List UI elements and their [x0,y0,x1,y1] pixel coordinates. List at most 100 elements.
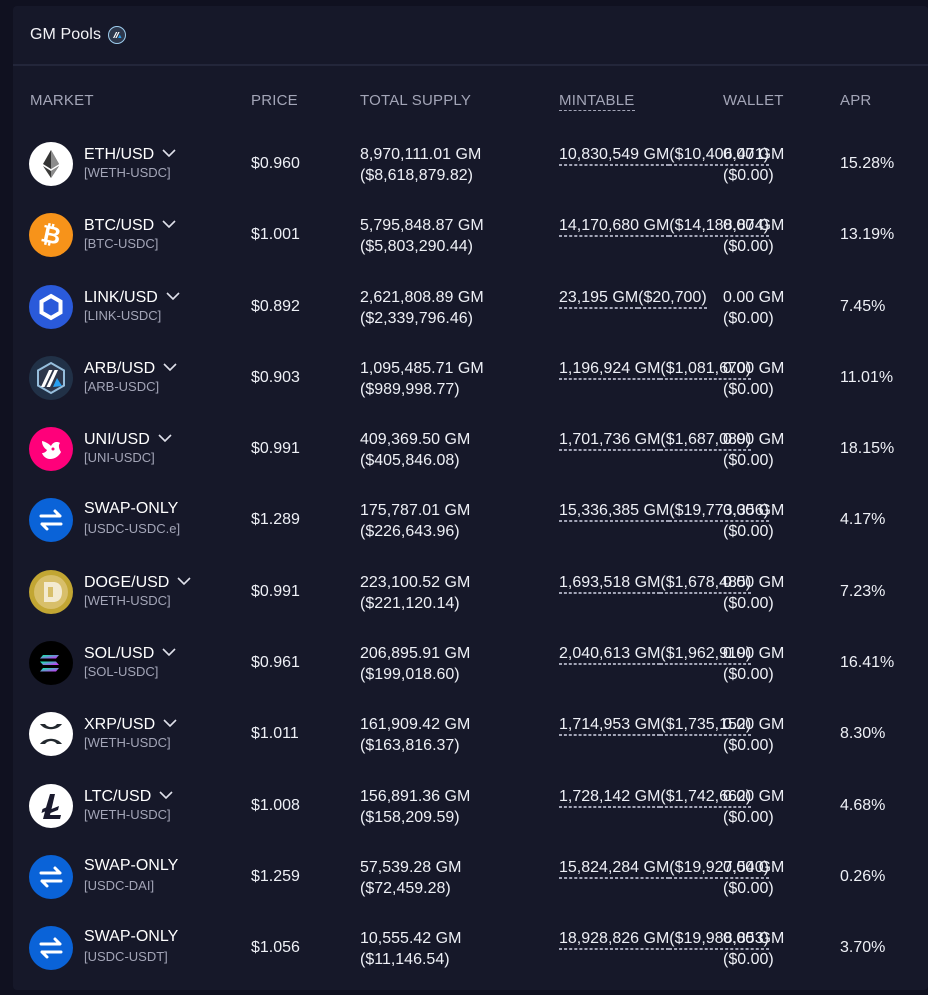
supply-usd: ($163,816.37) [360,737,460,755]
mintable-usd[interactable]: ($19,773,356) [669,502,769,522]
mintable[interactable]: 1,196,924 GM($1,081,670) [559,358,752,380]
chevron-down-icon[interactable] [158,429,172,447]
col-mintable[interactable]: MINTABLE [559,92,635,111]
market-name[interactable]: SOL/USD [84,643,176,663]
price-value: $1.008 [251,796,300,814]
wallet-usd: ($0.00) [723,452,774,470]
mintable-gm[interactable]: 14,170,680 GM [559,217,670,237]
mintable-usd[interactable]: ($1,735,152) [660,716,752,736]
panel-header: GM Pools [13,6,928,66]
mintable[interactable]: 1,728,142 GM($1,742,662) [559,786,752,808]
mintable-gm[interactable]: 15,824,284 GM [559,858,670,878]
price-value: $0.991 [251,440,300,458]
market-name[interactable]: LINK/USD [84,287,180,307]
mintable-gm[interactable]: 1,728,142 GM [559,787,661,807]
table-row[interactable]: DOGE/USD [WETH-USDC] $0.991 223,100.52 GM ($… [13,562,928,633]
wallet-usd: ($0.00) [723,737,774,755]
col-wallet: WALLET [723,92,784,109]
mintable-gm[interactable]: 10,830,549 GM [559,146,670,165]
mintable-gm[interactable]: 2,040,613 GM [559,645,661,665]
mintable-gm[interactable]: 18,928,826 GM [559,930,670,950]
market-name[interactable]: ARB/USD [84,358,177,378]
market-name[interactable]: BTC/USD [84,215,176,235]
supply-usd: ($158,209.59) [360,808,460,826]
table-row[interactable]: ₿ BTC/USD [BTC-USDC] $1.001 5,795,848.87 GM (… [13,205,928,276]
wallet-gm: 0.00 GM [723,787,785,805]
xrp-icon [29,712,73,757]
mintable-usd[interactable]: ($1,742,662) [660,787,752,807]
price-value: $1.259 [251,867,300,885]
mintable[interactable]: 10,830,549 GM($10,406,471) [559,144,769,166]
btc-icon: ₿ [29,213,73,258]
mintable[interactable]: 1,701,736 GM($1,687,089) [559,429,752,452]
wallet-gm: 0.00 GM [723,288,785,306]
mintable-usd[interactable]: ($1,678,485) [660,573,752,593]
total-supply: 5,795,848.87 GM ($5,803,290.44) [360,215,484,257]
mintable-usd[interactable]: ($1,687,089) [660,431,752,451]
mintable-usd[interactable]: ($14,188,874) [669,217,769,237]
mintable-usd[interactable]: ($19,927,540) [669,858,769,878]
total-supply: 156,891.36 GM ($158,209.59) [360,786,470,828]
mintable-usd[interactable]: ($1,081,670) [660,359,752,379]
mintable-gm[interactable]: 1,196,924 GM [559,359,661,379]
mintable-usd[interactable]: ($1,962,919) [660,645,752,665]
market-name[interactable]: DOGE/USD [84,572,191,592]
table-row[interactable]: XRP/USD [WETH-USDC] $1.011 161,909.42 GM ($1… [13,704,928,775]
chevron-down-icon[interactable] [166,287,180,305]
mintable[interactable]: 15,824,284 GM($19,927,540) [559,857,769,879]
market-name: SWAP-ONLY [84,856,179,874]
wallet-gm: 0.00 GM [723,716,785,734]
apr-value: 15.28% [840,155,895,172]
mintable-usd[interactable]: ($19,988,853) [669,930,769,950]
price-value: $1.001 [251,226,300,244]
table-row[interactable]: LINK/USD [LINK-USDC] $0.892 2,621,808.89 GM… [13,277,928,348]
chevron-down-icon[interactable] [159,786,173,804]
mintable[interactable]: 23,195 GM($20,700) [559,287,707,309]
market-name[interactable]: LTC/USD [84,786,173,806]
mintable[interactable]: 2,040,613 GM($1,962,919) [559,643,752,666]
market-pair: [WETH-USDC] [84,592,171,608]
uni-icon [29,427,73,472]
market-name[interactable]: UNI/USD [84,429,172,449]
wallet-balance: 0.00 GM ($0.00) [723,144,784,186]
market-name[interactable]: ETH/USD [84,144,176,164]
market-pair: [USDC-USDC.e] [84,521,181,537]
chevron-down-icon[interactable] [162,144,176,162]
total-supply: 1,095,485.71 GM ($989,998.77) [360,358,484,400]
table-row[interactable]: ARB/USD [ARB-USDC] $0.903 1,095,485.71 GM ($… [13,348,928,419]
mintable-gm[interactable]: 1,714,953 GM [559,716,661,736]
swap-icon [29,498,73,543]
chevron-down-icon[interactable] [162,643,176,661]
mintable[interactable]: 18,928,826 GM($19,988,853) [559,928,769,951]
mintable-usd[interactable]: ($20,700) [638,288,707,308]
mintable-gm[interactable]: 1,701,736 GM [559,431,661,451]
table-row[interactable]: LTC/USD [WETH-USDC] $1.008 156,891.36 GM ($1… [13,776,928,847]
mintable[interactable]: 1,714,953 GM($1,735,152) [559,714,752,737]
table-row[interactable]: ETH/USD [WETH-USDC] $0.960 8,970,111.01 GM (… [13,134,928,205]
wallet-balance: 0.00 GM ($0.00) [723,358,784,400]
mintable-usd[interactable]: ($10,406,471) [669,146,769,165]
wallet-gm: 0.00 GM [723,431,785,449]
table-row[interactable]: SWAP-ONLY [USDC-USDC.e] $1.289 175,787.01 G… [13,490,928,561]
gm-pools-panel: GM Pools MARKET PRICE TOTAL SUPPLY MINTA… [13,6,928,990]
total-supply: 409,369.50 GM ($405,846.08) [360,429,470,471]
chevron-down-icon[interactable] [163,714,177,732]
market-pair: [USDC-USDT] [84,949,168,965]
mintable[interactable]: 1,693,518 GM($1,678,485) [559,572,752,594]
mintable[interactable]: 14,170,680 GM($14,188,874) [559,215,769,238]
mintable[interactable]: 15,336,385 GM($19,773,356) [559,500,769,523]
chevron-down-icon[interactable] [163,358,177,376]
chevron-down-icon[interactable] [177,572,191,590]
table-row[interactable]: SWAP-ONLY [USDC-USDT] $1.056 10,555.42 GM ($… [13,918,928,989]
wallet-balance: 0.00 GM ($0.00) [723,857,784,899]
mintable-gm[interactable]: 1,693,518 GM [559,573,661,593]
table-row[interactable]: SWAP-ONLY [USDC-DAI] $1.259 57,539.28 GM ($7… [13,847,928,918]
col-price: PRICE [251,92,298,109]
market-name[interactable]: XRP/USD [84,714,177,734]
mintable-gm[interactable]: 23,195 GM [559,288,639,308]
mintable-gm[interactable]: 15,336,385 GM [559,502,670,522]
market-pair: [BTC-USDC] [84,236,159,252]
table-row[interactable]: SOL/USD [SOL-USDC] $0.961 206,895.91 GM ($19… [13,633,928,704]
table-row[interactable]: UNI/USD [UNI-USDC] $0.991 409,369.50 GM ($40… [13,419,928,490]
chevron-down-icon[interactable] [162,215,176,233]
